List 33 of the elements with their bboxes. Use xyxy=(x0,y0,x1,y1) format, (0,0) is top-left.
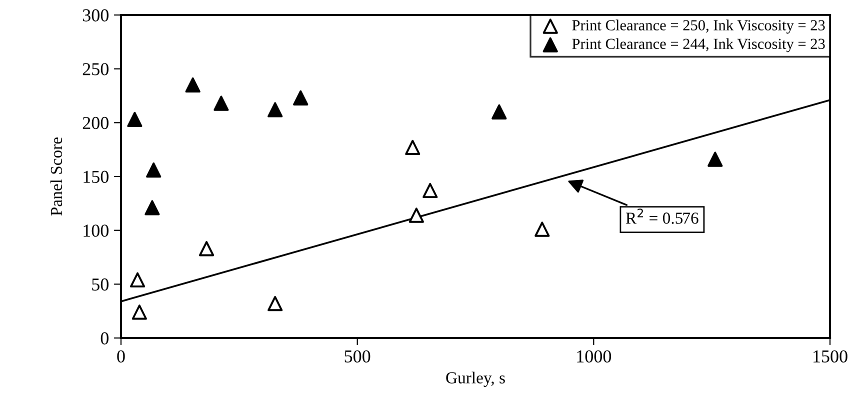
y-tick-label: 50 xyxy=(92,278,109,291)
annotation: R$^{2}$ = 0.576 xyxy=(626,208,698,224)
point xyxy=(144,200,160,216)
point xyxy=(422,182,438,198)
point xyxy=(293,90,308,106)
point xyxy=(146,162,162,178)
y-tick-label: 150 xyxy=(84,170,109,183)
point xyxy=(185,77,200,93)
y-tick-label: 100 xyxy=(84,224,109,237)
legend-label: Print Clearance = 244, Ink Viscosity = 23 xyxy=(572,38,825,52)
x-tick-label: 1500 xyxy=(814,350,848,363)
point xyxy=(127,112,142,127)
point xyxy=(214,96,229,111)
y-tick-label: 200 xyxy=(82,116,109,130)
point xyxy=(405,140,420,155)
point xyxy=(408,208,424,223)
point xyxy=(198,241,214,256)
point xyxy=(492,104,507,120)
x-tick-label: 0 xyxy=(117,350,125,363)
y-axis-title: Panel Score xyxy=(50,138,62,216)
point xyxy=(132,304,147,320)
point xyxy=(268,296,283,312)
point xyxy=(708,152,723,167)
point xyxy=(534,222,550,237)
x-tick-label: 1000 xyxy=(577,350,612,363)
y-tick-label: 300 xyxy=(82,9,109,22)
x-axis-title: Gurley, s xyxy=(446,372,505,387)
point xyxy=(268,102,283,118)
legend-label: Print Clearance = 250, Ink Viscosity = 23 xyxy=(572,20,825,34)
y-tick-label: 0 xyxy=(100,332,109,344)
point xyxy=(130,272,146,288)
y-tick-label: 250 xyxy=(82,63,109,76)
x-tick-label: 500 xyxy=(344,350,370,363)
